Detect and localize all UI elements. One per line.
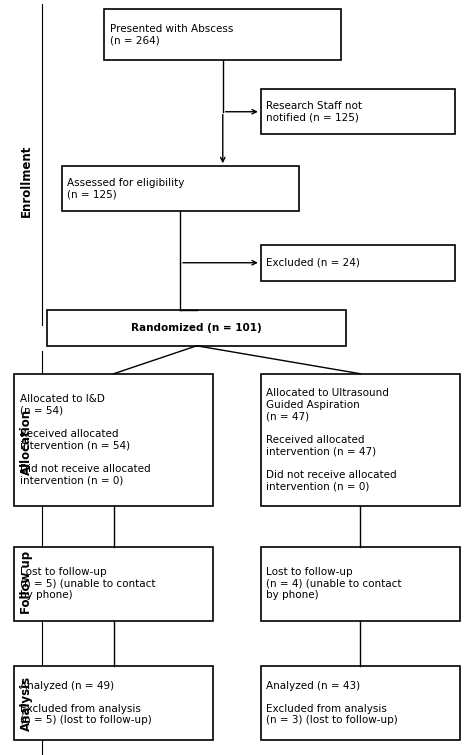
Text: Research Staff not
notified (n = 125): Research Staff not notified (n = 125) (266, 101, 363, 122)
Bar (261, 547, 460, 621)
Bar (62, 166, 299, 211)
Bar (261, 89, 455, 134)
Bar (104, 9, 341, 60)
Text: Allocated to I&D
(n = 54)

Received allocated
intervention (n = 54)

Did not rec: Allocated to I&D (n = 54) Received alloc… (20, 394, 151, 485)
Text: Presented with Abscess
(n = 264): Presented with Abscess (n = 264) (110, 24, 233, 45)
Text: Follow up: Follow up (19, 551, 33, 615)
Text: Lost to follow-up
(n = 4) (unable to contact
by phone): Lost to follow-up (n = 4) (unable to con… (266, 567, 402, 600)
Bar (261, 245, 455, 281)
Bar (261, 374, 460, 506)
Text: Analysis: Analysis (19, 676, 33, 732)
Text: Excluded (n = 24): Excluded (n = 24) (266, 257, 360, 268)
Text: Analyzed (n = 49)

Excluded from analysis
(n = 5) (lost to follow-up): Analyzed (n = 49) Excluded from analysis… (20, 680, 152, 726)
Bar (14, 666, 213, 740)
Text: Assessed for eligibility
(n = 125): Assessed for eligibility (n = 125) (67, 178, 185, 199)
Bar (14, 547, 213, 621)
Bar (261, 666, 460, 740)
Text: Lost to follow-up
(n = 5) (unable to contact
by phone): Lost to follow-up (n = 5) (unable to con… (20, 567, 155, 600)
Text: Analyzed (n = 43)

Excluded from analysis
(n = 3) (lost to follow-up): Analyzed (n = 43) Excluded from analysis… (266, 680, 398, 726)
Text: Allocated to Ultrasound
Guided Aspiration
(n = 47)

Received allocated
intervent: Allocated to Ultrasound Guided Aspiratio… (266, 388, 397, 492)
Text: Randomized (n = 101): Randomized (n = 101) (131, 322, 262, 333)
Bar (47, 310, 346, 346)
Bar (14, 374, 213, 506)
Text: Allocation: Allocation (19, 408, 33, 475)
Text: Enrollment: Enrollment (19, 145, 33, 217)
